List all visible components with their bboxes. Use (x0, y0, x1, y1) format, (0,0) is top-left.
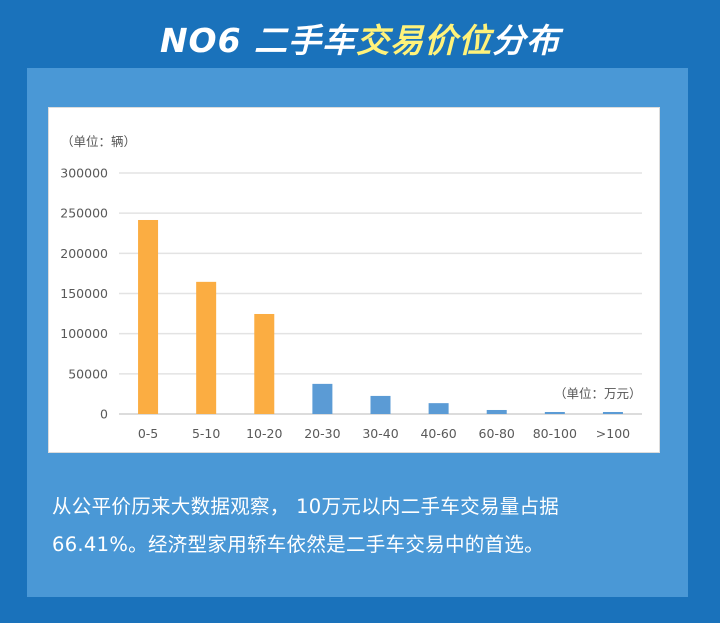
description-line-2: 66.41%。经济型家用轿车依然是二手车交易中的首选。 (52, 533, 544, 556)
chart-svg: （单位：辆） 0 50000 100000 150000 200000 250000 300… (60, 134, 642, 441)
x-tick-label: 10-20 (246, 426, 282, 441)
bar-30-40 (370, 395, 391, 414)
bar-60-80 (486, 409, 507, 414)
x-tick-label: 5-10 (192, 426, 220, 441)
title-highlight: 交易价位 (356, 21, 493, 60)
title-prefix: NO6 二手车 (159, 21, 357, 60)
y-tick-label: 300000 (60, 166, 108, 181)
bar-10-20 (254, 313, 275, 414)
description-line-1: 从公平价历来大数据观察， 10万元以内二手车交易量占据 (52, 495, 560, 518)
page-title: NO6 二手车交易价位分布 (0, 14, 720, 62)
y-axis-unit-label: （单位：辆） (61, 134, 136, 149)
description: 从公平价历来大数据观察， 10万元以内二手车交易量占据 66.41%。经济型家用… (52, 488, 692, 564)
x-tick-label: 20-30 (304, 426, 340, 441)
bar-0-5 (138, 219, 159, 414)
y-tick-label: 150000 (60, 286, 108, 301)
y-tick-label: 200000 (60, 246, 108, 261)
x-tick-label: 80-100 (533, 426, 577, 441)
bar-40-60 (428, 403, 449, 414)
bar-5-10 (196, 281, 217, 414)
bar-80-100 (544, 411, 565, 414)
x-tick-label: 60-80 (479, 426, 515, 441)
y-tick-label: 100000 (60, 326, 108, 341)
x-tick-label: 30-40 (362, 426, 398, 441)
x-tick-label: 0-5 (138, 426, 158, 441)
bar->100 (602, 411, 623, 414)
y-tick-label: 0 (100, 407, 108, 422)
bar-20-30 (312, 383, 333, 414)
x-tick-label: 40-60 (420, 426, 456, 441)
x-axis-unit-label: （单位：万元） (554, 386, 642, 401)
y-tick-label: 50000 (68, 366, 108, 381)
title-suffix: 分布 (492, 21, 561, 60)
x-tick-label: >100 (596, 426, 630, 441)
bar-chart: （单位：辆） 0 50000 100000 150000 200000 250000 300… (48, 107, 660, 453)
y-tick-label: 250000 (60, 206, 108, 221)
